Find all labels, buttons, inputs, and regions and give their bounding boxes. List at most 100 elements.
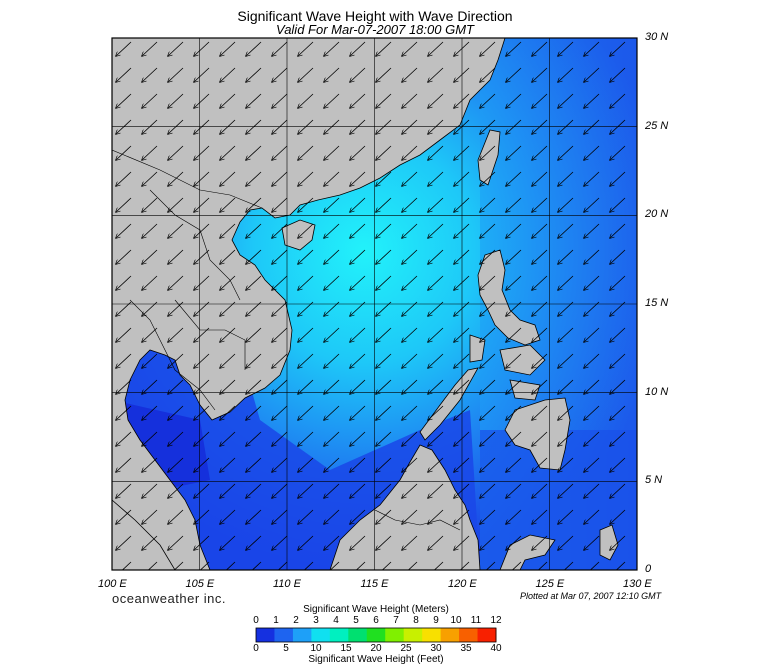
wave-arrow	[584, 145, 600, 160]
wave-arrow	[558, 327, 574, 342]
wave-arrow	[220, 171, 236, 186]
wave-arrow	[324, 457, 340, 472]
wave-arrow	[116, 119, 132, 134]
wave-arrow	[298, 197, 314, 212]
wave-arrow	[324, 301, 340, 316]
wave-arrow	[402, 275, 418, 290]
wave-arrow	[194, 119, 210, 134]
wave-arrow	[558, 353, 574, 368]
wave-arrow	[298, 223, 314, 238]
wave-arrow	[142, 535, 158, 550]
wave-arrow	[168, 353, 184, 368]
wave-arrow	[298, 249, 314, 264]
wave-arrow	[194, 275, 210, 290]
wave-arrow	[376, 301, 392, 316]
wave-arrow	[584, 301, 600, 316]
luzon-island	[477, 249, 541, 346]
wave-arrow	[142, 405, 158, 420]
wave-arrow	[454, 223, 470, 238]
wave-arrow	[350, 353, 366, 368]
wave-arrow	[142, 457, 158, 472]
wave-arrow	[350, 197, 366, 212]
colorbar-segment	[256, 628, 275, 642]
wave-arrow	[376, 171, 392, 186]
colorbar-tick-meters: 7	[393, 615, 399, 626]
wave-arrow	[376, 483, 392, 498]
wave-arrow	[272, 431, 288, 446]
wave-arrow	[584, 405, 600, 420]
wave-arrow	[194, 301, 210, 316]
wave-arrow	[324, 327, 340, 342]
wave-arrow	[506, 509, 522, 524]
wave-arrow	[168, 509, 184, 524]
wave-arrow	[558, 197, 574, 212]
colorbar-tick-meters: 8	[413, 615, 419, 626]
lat-label: 25 N	[645, 119, 669, 132]
wave-arrow	[376, 275, 392, 290]
wave-arrow	[350, 379, 366, 394]
wave-arrow	[272, 353, 288, 368]
wave-arrow	[324, 67, 340, 82]
wave-arrow	[506, 275, 522, 290]
borneo-island	[329, 444, 481, 570]
wave-arrow	[454, 93, 470, 108]
wave-arrow	[584, 275, 600, 290]
wave-arrow	[194, 457, 210, 472]
wave-arrow	[610, 457, 626, 472]
wave-arrow	[121, 561, 132, 570]
wave-arrow	[402, 327, 418, 342]
wave-arrow	[584, 509, 600, 524]
wave-arrow	[298, 67, 314, 82]
wave-arrow	[194, 431, 210, 446]
wave-arrow	[194, 249, 210, 264]
wave-arrow	[246, 379, 262, 394]
wave-arrow	[584, 41, 600, 56]
wave-arrow	[402, 223, 418, 238]
wave-arrow	[220, 353, 236, 368]
wave-arrow	[532, 171, 548, 186]
wave-arrow	[428, 483, 444, 498]
wave-arrow	[610, 509, 626, 524]
colorbar-segment	[329, 628, 349, 642]
wave-arrow	[584, 535, 600, 550]
wave-arrow	[480, 249, 496, 264]
wave-arrow	[168, 41, 184, 56]
wave-arrow	[272, 301, 288, 316]
wave-arrow	[116, 41, 132, 56]
colorbar-title-meters: Significant Wave Height (Meters)	[303, 604, 449, 615]
wave-arrow	[350, 145, 366, 160]
wave-arrow	[558, 457, 574, 472]
wave-arrow	[610, 327, 626, 342]
wave-arrow	[610, 223, 626, 238]
wave-arrow	[168, 275, 184, 290]
wave-arrow	[480, 509, 496, 524]
colorbar-segment	[440, 628, 460, 642]
wave-arrow	[376, 405, 392, 420]
colorbar-tick-meters: 12	[490, 615, 502, 626]
wave-arrow	[615, 561, 626, 570]
wave-arrow	[558, 301, 574, 316]
wave-arrow	[584, 457, 600, 472]
wave-arrow	[428, 327, 444, 342]
wave-arrow	[485, 561, 496, 570]
wave-arrow	[402, 457, 418, 472]
wave-arrow	[220, 535, 236, 550]
wave-arrow	[220, 405, 236, 420]
wave-arrow	[584, 431, 600, 446]
wave-arrow	[532, 301, 548, 316]
wave-arrow	[298, 171, 314, 186]
wave-arrow	[272, 405, 288, 420]
colorbar-tick-meters: 3	[313, 615, 319, 626]
wave-arrow	[532, 509, 548, 524]
map-subtitle: Valid For Mar-07-2007 18:00 GMT	[276, 22, 474, 37]
colorbar-segment	[348, 628, 368, 642]
wave-arrow	[350, 275, 366, 290]
wave-arrow	[168, 405, 184, 420]
wave-arrow	[402, 67, 418, 82]
wave-arrow	[194, 405, 210, 420]
wave-arrow	[454, 41, 470, 56]
wave-arrow	[272, 509, 288, 524]
wave-arrow	[246, 535, 262, 550]
wave-arrow	[428, 509, 444, 524]
wave-arrow	[506, 353, 522, 368]
